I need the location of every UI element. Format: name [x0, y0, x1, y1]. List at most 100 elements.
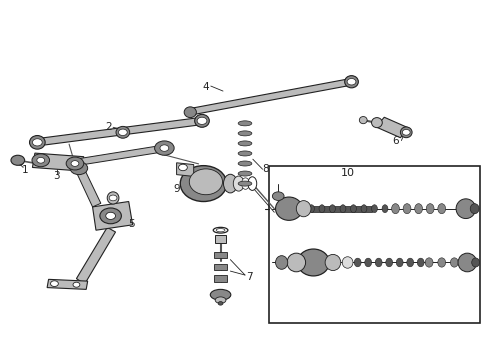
Ellipse shape [233, 176, 244, 191]
Ellipse shape [386, 258, 392, 267]
Circle shape [50, 281, 58, 287]
Ellipse shape [407, 258, 414, 267]
Polygon shape [176, 163, 194, 176]
Ellipse shape [195, 114, 209, 127]
Circle shape [37, 157, 45, 163]
Text: 6: 6 [392, 136, 399, 146]
Circle shape [32, 139, 42, 146]
Circle shape [347, 78, 356, 85]
Ellipse shape [342, 257, 353, 268]
Circle shape [272, 192, 284, 201]
Ellipse shape [218, 302, 223, 305]
Ellipse shape [344, 76, 358, 88]
Ellipse shape [456, 199, 476, 219]
Ellipse shape [223, 174, 237, 193]
Polygon shape [47, 279, 88, 289]
Ellipse shape [309, 205, 315, 213]
Circle shape [66, 157, 84, 170]
Ellipse shape [29, 135, 45, 149]
Ellipse shape [382, 205, 388, 213]
Ellipse shape [297, 249, 329, 276]
Ellipse shape [242, 178, 249, 189]
Ellipse shape [296, 201, 311, 217]
Polygon shape [80, 145, 167, 165]
Bar [214, 252, 227, 258]
Text: 8: 8 [262, 164, 269, 174]
Ellipse shape [116, 126, 130, 138]
Circle shape [109, 195, 117, 201]
Polygon shape [187, 78, 352, 116]
Ellipse shape [458, 253, 477, 272]
Ellipse shape [375, 258, 382, 267]
Polygon shape [36, 117, 203, 146]
Text: 4: 4 [202, 82, 209, 92]
Circle shape [73, 282, 80, 287]
Ellipse shape [354, 258, 361, 267]
Polygon shape [75, 166, 101, 207]
Ellipse shape [248, 177, 257, 190]
Ellipse shape [470, 204, 479, 214]
Ellipse shape [426, 204, 434, 214]
Ellipse shape [287, 253, 306, 272]
Ellipse shape [438, 204, 445, 214]
Ellipse shape [238, 161, 252, 166]
Circle shape [100, 208, 122, 224]
Ellipse shape [238, 181, 252, 186]
Bar [270, 166, 480, 323]
Text: 5: 5 [128, 219, 135, 229]
Ellipse shape [213, 227, 228, 233]
Circle shape [197, 117, 207, 125]
Ellipse shape [371, 205, 377, 213]
Ellipse shape [361, 205, 367, 213]
Circle shape [402, 130, 410, 135]
Text: 10: 10 [341, 168, 355, 178]
Ellipse shape [403, 204, 411, 214]
Ellipse shape [350, 205, 356, 213]
Ellipse shape [438, 258, 445, 267]
Ellipse shape [184, 107, 196, 118]
Ellipse shape [275, 197, 302, 220]
Ellipse shape [238, 151, 252, 156]
Polygon shape [32, 153, 84, 171]
Ellipse shape [359, 117, 367, 124]
Circle shape [106, 212, 116, 220]
Text: 9: 9 [173, 184, 180, 194]
Ellipse shape [275, 256, 288, 269]
Ellipse shape [107, 192, 119, 204]
Circle shape [71, 161, 79, 166]
Ellipse shape [417, 258, 424, 267]
Ellipse shape [17, 158, 23, 165]
Ellipse shape [238, 171, 252, 176]
Ellipse shape [425, 258, 433, 267]
Polygon shape [93, 202, 133, 230]
Ellipse shape [330, 205, 335, 213]
Ellipse shape [189, 169, 222, 195]
Bar [215, 235, 226, 243]
Ellipse shape [215, 297, 226, 303]
Ellipse shape [216, 229, 225, 232]
Circle shape [119, 129, 127, 135]
Ellipse shape [210, 289, 231, 300]
Circle shape [160, 145, 169, 151]
Polygon shape [376, 117, 409, 138]
Bar [214, 275, 227, 282]
Circle shape [155, 141, 174, 155]
Polygon shape [76, 227, 116, 284]
Text: 7: 7 [246, 272, 253, 282]
Text: 3: 3 [53, 171, 60, 181]
Ellipse shape [325, 255, 341, 271]
Ellipse shape [340, 205, 346, 213]
Ellipse shape [238, 121, 252, 126]
Bar [214, 264, 227, 270]
Text: 1: 1 [22, 165, 28, 175]
Ellipse shape [365, 258, 371, 267]
Ellipse shape [371, 118, 382, 128]
Ellipse shape [392, 204, 399, 214]
Ellipse shape [238, 141, 252, 146]
Ellipse shape [238, 131, 252, 136]
Circle shape [32, 154, 49, 167]
Ellipse shape [180, 166, 227, 202]
Circle shape [11, 155, 24, 165]
Circle shape [178, 164, 187, 171]
Ellipse shape [415, 204, 422, 214]
